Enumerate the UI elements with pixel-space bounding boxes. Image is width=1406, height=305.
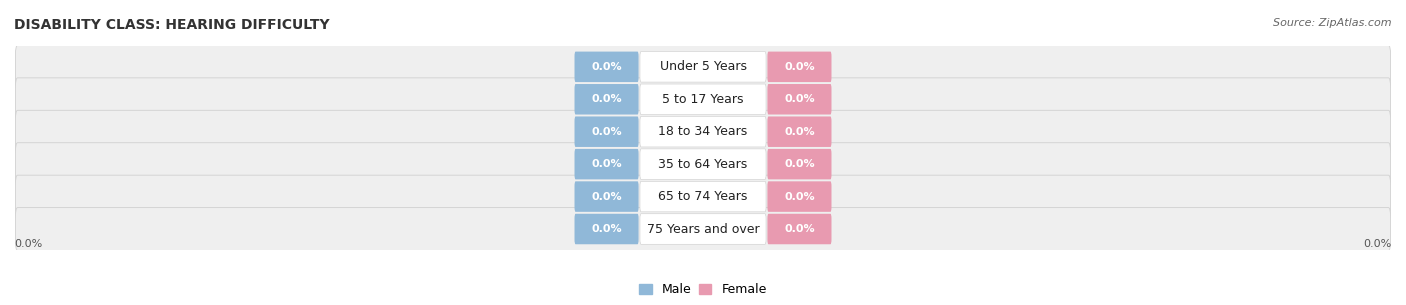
Text: 35 to 64 Years: 35 to 64 Years (658, 158, 748, 170)
FancyBboxPatch shape (575, 117, 638, 147)
Text: Under 5 Years: Under 5 Years (659, 60, 747, 73)
Text: 0.0%: 0.0% (592, 94, 621, 104)
Text: 65 to 74 Years: 65 to 74 Years (658, 190, 748, 203)
Text: 5 to 17 Years: 5 to 17 Years (662, 93, 744, 106)
FancyBboxPatch shape (768, 117, 831, 147)
FancyBboxPatch shape (768, 84, 831, 114)
Text: DISABILITY CLASS: HEARING DIFFICULTY: DISABILITY CLASS: HEARING DIFFICULTY (14, 18, 329, 32)
FancyBboxPatch shape (15, 45, 1391, 88)
FancyBboxPatch shape (15, 208, 1391, 250)
FancyBboxPatch shape (768, 214, 831, 244)
Text: 0.0%: 0.0% (592, 127, 621, 137)
Text: 0.0%: 0.0% (785, 62, 814, 72)
FancyBboxPatch shape (640, 84, 766, 114)
FancyBboxPatch shape (575, 149, 638, 179)
FancyBboxPatch shape (640, 214, 766, 244)
FancyBboxPatch shape (15, 143, 1391, 185)
Legend: Male, Female: Male, Female (634, 278, 772, 301)
Text: 0.0%: 0.0% (785, 192, 814, 202)
FancyBboxPatch shape (640, 181, 766, 212)
Text: 75 Years and over: 75 Years and over (647, 223, 759, 235)
FancyBboxPatch shape (575, 52, 638, 82)
Text: 0.0%: 0.0% (785, 159, 814, 169)
Text: 0.0%: 0.0% (592, 159, 621, 169)
FancyBboxPatch shape (768, 149, 831, 179)
FancyBboxPatch shape (768, 52, 831, 82)
Text: Source: ZipAtlas.com: Source: ZipAtlas.com (1274, 18, 1392, 28)
Text: 0.0%: 0.0% (785, 127, 814, 137)
Text: 0.0%: 0.0% (592, 62, 621, 72)
Text: 0.0%: 0.0% (14, 239, 42, 249)
FancyBboxPatch shape (640, 52, 766, 82)
FancyBboxPatch shape (640, 117, 766, 147)
Text: 0.0%: 0.0% (592, 192, 621, 202)
Text: 0.0%: 0.0% (1364, 239, 1392, 249)
Text: 0.0%: 0.0% (785, 94, 814, 104)
FancyBboxPatch shape (15, 110, 1391, 153)
Text: 0.0%: 0.0% (592, 224, 621, 234)
FancyBboxPatch shape (575, 214, 638, 244)
FancyBboxPatch shape (768, 181, 831, 212)
FancyBboxPatch shape (575, 181, 638, 212)
FancyBboxPatch shape (640, 149, 766, 179)
FancyBboxPatch shape (15, 175, 1391, 218)
Text: 18 to 34 Years: 18 to 34 Years (658, 125, 748, 138)
FancyBboxPatch shape (575, 84, 638, 114)
Text: 0.0%: 0.0% (785, 224, 814, 234)
FancyBboxPatch shape (15, 78, 1391, 121)
